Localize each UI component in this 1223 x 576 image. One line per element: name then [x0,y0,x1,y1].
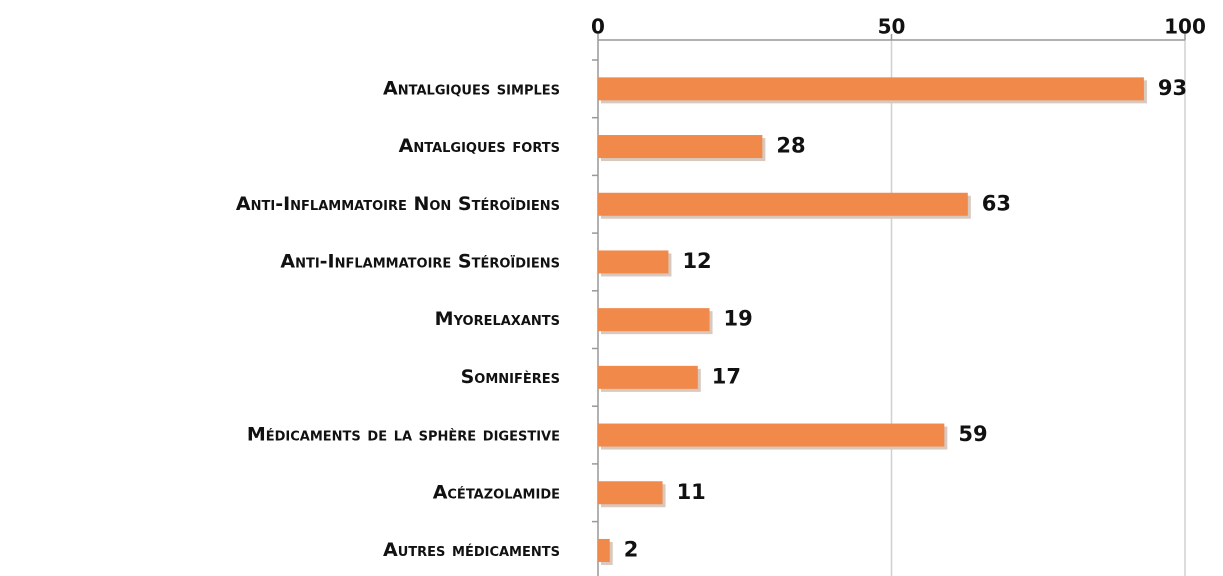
bar [598,135,763,159]
y-tick-label: Anti-Inflammatoire Non Stéroïdiens [236,193,560,215]
y-tick-label: Médicaments de la sphère digestive [247,424,560,446]
y-tick-label: Somnifères [461,366,560,388]
bar [598,538,610,562]
bar [598,308,710,332]
value-label: 12 [682,249,711,273]
value-label: 59 [958,422,987,446]
y-tick-label: Anti-Inflammatoire Stéroïdiens [280,250,560,272]
bar [598,481,663,505]
y-tick-label: Acétazolamide [433,481,560,503]
value-label: 63 [982,191,1011,215]
value-label: 2 [624,537,639,561]
value-label: 19 [724,307,753,331]
y-tick-label: Antalgiques simples [383,77,560,99]
bar [598,192,968,216]
bar [598,365,698,389]
x-tick-label: 0 [591,15,605,39]
y-tick-label: Autres médicaments [383,539,560,561]
bar [598,250,669,274]
value-label: 93 [1158,76,1187,100]
y-tick-label: Antalgiques forts [399,135,560,157]
value-label: 17 [712,364,741,388]
y-tick-label: Myorelaxants [435,308,560,330]
value-label: 11 [677,480,706,504]
value-label: 28 [776,134,805,158]
bar [598,77,1144,101]
bar [598,423,945,447]
